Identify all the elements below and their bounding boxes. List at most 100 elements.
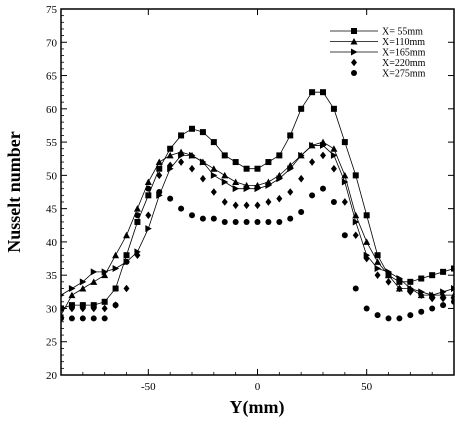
data-point — [68, 291, 76, 299]
y-tick-label: 50 — [46, 170, 58, 182]
data-point — [199, 129, 206, 136]
legend-marker — [351, 28, 357, 34]
data-point — [363, 254, 370, 263]
data-point — [440, 288, 447, 296]
data-point — [330, 105, 337, 112]
y-tick-label: 35 — [46, 270, 58, 282]
data-point — [254, 201, 261, 210]
data-point — [298, 151, 305, 159]
data-point — [199, 158, 207, 166]
data-point — [134, 218, 141, 225]
data-point — [199, 174, 206, 183]
data-point — [320, 141, 327, 149]
data-point — [396, 284, 403, 293]
series-markers — [61, 89, 454, 322]
data-point — [79, 278, 87, 286]
data-point — [309, 192, 316, 199]
data-point — [276, 194, 283, 203]
data-point — [374, 312, 381, 319]
data-point — [189, 151, 196, 159]
data-point — [112, 302, 119, 309]
data-point — [320, 151, 326, 160]
data-point — [101, 315, 108, 322]
data-point — [309, 158, 316, 166]
data-point — [287, 132, 294, 139]
data-point — [79, 315, 86, 322]
data-point — [276, 175, 283, 183]
legend-marker — [351, 48, 358, 56]
data-point — [68, 284, 76, 292]
data-point — [363, 238, 371, 245]
data-point — [396, 278, 403, 285]
x-tick-label: 0 — [255, 381, 261, 393]
data-point — [167, 145, 174, 152]
legend-label: X=220mm — [382, 58, 426, 69]
data-point — [90, 278, 98, 285]
x-tick-label: 50 — [361, 381, 373, 393]
legend-marker — [350, 38, 358, 45]
data-point — [243, 201, 250, 210]
data-point — [352, 218, 360, 226]
data-point — [90, 315, 97, 322]
data-point — [221, 152, 228, 159]
data-point — [101, 271, 109, 279]
legend-label: X=165mm — [382, 48, 426, 59]
legend-label: X= 55mm — [382, 27, 423, 38]
data-point — [341, 171, 349, 179]
data-point — [374, 271, 381, 279]
data-point — [210, 215, 217, 222]
data-point — [167, 195, 174, 202]
data-point — [418, 275, 425, 282]
data-point — [134, 212, 141, 219]
data-point — [243, 165, 250, 172]
data-point — [287, 165, 294, 173]
data-point — [341, 178, 349, 186]
data-point — [440, 302, 447, 309]
y-tick-label: 65 — [46, 71, 58, 83]
data-point — [330, 151, 338, 159]
y-tick-label: 20 — [46, 370, 58, 382]
data-point — [112, 265, 120, 273]
data-point — [156, 171, 163, 180]
data-point — [341, 198, 348, 206]
y-tick-label: 70 — [46, 37, 58, 49]
data-point — [352, 285, 359, 292]
data-point — [330, 198, 337, 205]
data-point — [429, 294, 436, 303]
data-point — [451, 298, 454, 305]
data-point — [145, 211, 152, 220]
data-point — [265, 198, 272, 206]
data-point — [166, 151, 174, 159]
data-point — [287, 215, 294, 222]
data-point — [68, 315, 75, 322]
data-point — [451, 284, 454, 292]
data-point — [79, 304, 86, 313]
data-point — [199, 215, 206, 222]
data-point — [232, 218, 239, 225]
data-point — [243, 185, 251, 193]
data-point — [90, 304, 97, 313]
data-point — [178, 158, 185, 166]
data-point — [221, 171, 229, 179]
data-point — [330, 145, 338, 152]
data-point — [144, 178, 152, 186]
axis-ticks — [60, 8, 455, 376]
data-point — [123, 252, 130, 259]
data-point — [178, 205, 185, 212]
data-point — [210, 188, 217, 196]
data-point — [189, 125, 195, 132]
y-tick-label: 40 — [46, 237, 58, 249]
y-tick-label: 75 — [46, 4, 58, 16]
y-axis-label: Nusselt number — [4, 131, 24, 253]
data-point — [341, 139, 348, 146]
data-point — [298, 208, 305, 215]
data-point — [352, 172, 359, 179]
series-4-points — [61, 185, 454, 322]
data-point — [189, 212, 195, 219]
data-point — [134, 251, 141, 260]
data-point — [123, 284, 130, 293]
data-point — [189, 164, 195, 173]
data-point — [396, 275, 403, 283]
data-point — [101, 268, 109, 276]
